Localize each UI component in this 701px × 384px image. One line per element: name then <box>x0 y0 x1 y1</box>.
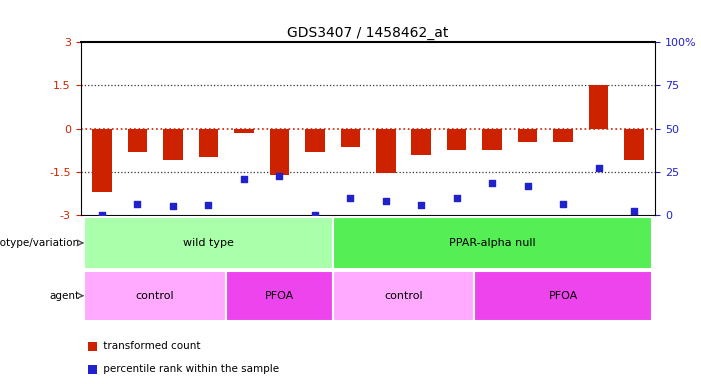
Text: agent: agent <box>50 291 79 301</box>
Bar <box>475 271 652 321</box>
Text: wild type: wild type <box>183 238 234 248</box>
Bar <box>92 129 111 192</box>
Text: PFOA: PFOA <box>549 291 578 301</box>
Bar <box>128 129 147 152</box>
Bar <box>447 129 466 150</box>
Bar <box>332 271 475 321</box>
Point <box>273 173 285 179</box>
Bar <box>84 271 226 321</box>
Point <box>96 212 107 218</box>
Bar <box>553 129 573 142</box>
Text: percentile rank within the sample: percentile rank within the sample <box>100 364 280 374</box>
Point <box>522 183 533 189</box>
Point <box>380 197 391 204</box>
Point <box>451 195 463 201</box>
Bar <box>305 129 325 152</box>
Point <box>203 202 214 208</box>
Text: control: control <box>136 291 175 301</box>
Bar <box>332 217 652 269</box>
Point <box>557 200 569 207</box>
Bar <box>376 129 395 173</box>
Bar <box>226 271 332 321</box>
Bar <box>270 129 289 175</box>
Point <box>629 208 640 214</box>
Bar <box>625 129 644 161</box>
Bar <box>518 129 538 142</box>
Bar <box>234 129 254 133</box>
Point <box>486 180 498 187</box>
Bar <box>341 129 360 147</box>
Bar <box>163 129 183 161</box>
Point <box>238 176 250 182</box>
Point <box>416 202 427 208</box>
Text: PPAR-alpha null: PPAR-alpha null <box>449 238 536 248</box>
Bar <box>198 129 218 157</box>
Text: transformed count: transformed count <box>100 341 200 351</box>
Text: PFOA: PFOA <box>265 291 294 301</box>
Title: GDS3407 / 1458462_at: GDS3407 / 1458462_at <box>287 26 449 40</box>
Bar <box>84 217 332 269</box>
Text: genotype/variation: genotype/variation <box>0 238 79 248</box>
Point <box>593 164 604 170</box>
Bar <box>411 129 431 154</box>
Point <box>168 204 179 210</box>
Text: control: control <box>384 291 423 301</box>
Point <box>309 212 320 218</box>
Point <box>132 200 143 207</box>
Bar <box>589 86 608 129</box>
Point <box>345 195 356 201</box>
Bar <box>482 129 502 150</box>
